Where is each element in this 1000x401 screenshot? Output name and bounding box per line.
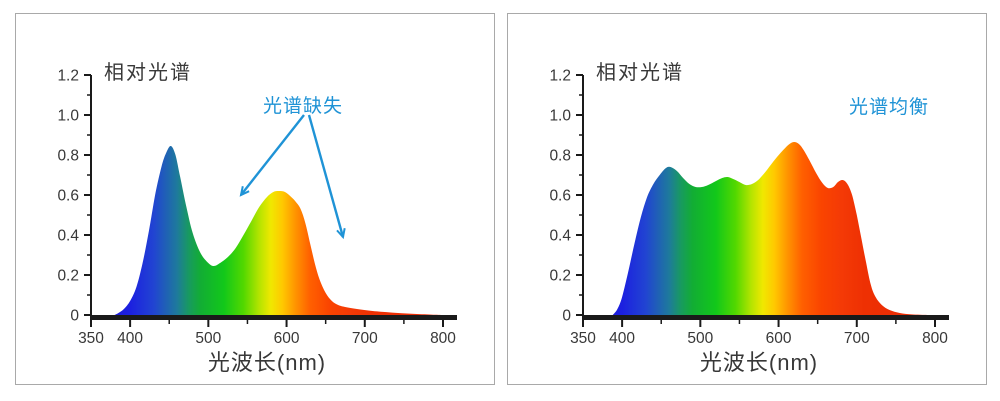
annotation-missing-label: 光谱缺失: [263, 96, 344, 117]
y-tick-label: 0: [562, 308, 571, 325]
y-tick-label: 1.2: [57, 68, 79, 85]
y-tick-label: 0.8: [549, 148, 571, 165]
annotation-balanced-label: 光谱均衡: [849, 97, 930, 118]
x-tick-label: 400: [117, 330, 143, 347]
y-tick-label: 0.2: [57, 268, 79, 285]
chart-panel-right: 0 0.2 0.4 0.6 0.8 1.0 1.2 350 400 500 600 700 800 相对…: [507, 13, 987, 385]
spectrum-curve: [114, 145, 443, 315]
y-tick-label: 0.4: [57, 228, 79, 245]
left-spectrum-chart-svg: 0 0.2 0.4 0.6 0.8 1.0 1.2 350 400 500 600 700 800: [57, 68, 457, 347]
x-tick-label: 600: [766, 330, 792, 347]
x-axis-line: [90, 315, 457, 320]
chart-title: 相对光谱: [104, 62, 192, 84]
x-tick-label: 600: [274, 330, 300, 347]
y-tick-label: 0.8: [57, 148, 79, 165]
annotation-arrow: [307, 114, 346, 240]
x-tick-label: 800: [922, 330, 948, 347]
x-tick-label: 350: [78, 330, 104, 347]
y-tick-label: 1.0: [57, 108, 79, 125]
y-tick-label: 0.2: [549, 268, 571, 285]
x-tick-label: 700: [844, 330, 870, 347]
y-tick-label: 0.6: [57, 188, 79, 205]
y-tick-label: 0: [70, 308, 79, 325]
x-axis-title: 光波长(nm): [207, 350, 327, 375]
x-axis-line: [582, 315, 949, 320]
x-tick-label: 700: [352, 330, 378, 347]
x-tick-label: 350: [570, 330, 596, 347]
y-tick-label: 0.4: [549, 228, 571, 245]
spectrum-curve: [612, 142, 928, 315]
chart-title: 相对光谱: [596, 62, 684, 84]
x-axis-title: 光波长(nm): [699, 350, 819, 375]
right-spectrum-chart-svg: 0 0.2 0.4 0.6 0.8 1.0 1.2 350 400 500 600 700 800: [549, 68, 949, 347]
annotation-arrow: [239, 114, 305, 197]
y-tick-label: 1.2: [549, 68, 571, 85]
x-tick-label: 800: [430, 330, 456, 347]
y-tick-label: 1.0: [549, 108, 571, 125]
x-tick-label: 500: [687, 330, 713, 347]
chart-panel-left: 0 0.2 0.4 0.6 0.8 1.0 1.2 350 400 500 600 700 800 相对…: [15, 13, 495, 385]
y-tick-label: 0.6: [549, 188, 571, 205]
x-tick-label: 500: [195, 330, 221, 347]
x-tick-label: 400: [609, 330, 635, 347]
